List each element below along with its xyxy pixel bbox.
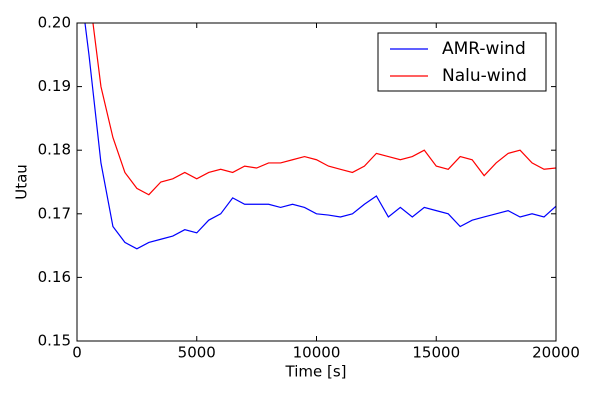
series-line [92, 23, 556, 196]
x-tick-label: 20000 [532, 344, 580, 362]
x-axis-label: Time [s] [285, 363, 347, 381]
legend-box [377, 32, 547, 92]
plot-frame [76, 22, 557, 342]
legend-label: AMR-wind [442, 39, 526, 59]
x-tick-label: 0 [72, 344, 82, 362]
y-tick-label: 0.16 [38, 268, 71, 286]
y-tick-label: 0.19 [38, 77, 71, 95]
x-tick-label: 10000 [293, 344, 341, 362]
y-tick-label: 0.20 [38, 14, 71, 32]
x-tick-label: 15000 [412, 344, 460, 362]
y-tick-label: 0.18 [38, 141, 71, 159]
y-axis-label: Utau [13, 164, 31, 200]
x-tick-label: 5000 [178, 344, 216, 362]
y-tick-label: 0.17 [38, 204, 71, 222]
series-line [84, 23, 556, 250]
y-tick-label: 0.15 [38, 332, 71, 350]
legend-label: Nalu-wind [442, 66, 527, 86]
plot-lines [84, 23, 556, 250]
